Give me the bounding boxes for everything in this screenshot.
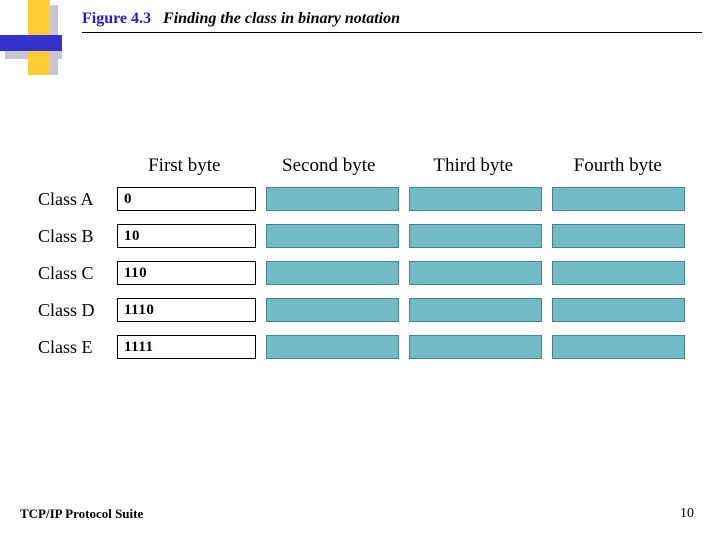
header-spacer [38, 155, 112, 177]
class-table: First byte Second byte Third byte Fourth… [38, 155, 690, 372]
corner-decoration [0, 0, 70, 85]
byte-cell [552, 335, 685, 359]
first-byte-cell: 10 [117, 224, 256, 248]
byte-cell [552, 261, 685, 285]
row-label: Class C [38, 263, 112, 284]
first-byte-cell: 0 [117, 187, 256, 211]
table-row: Class C110 [38, 261, 690, 285]
title-underline [82, 32, 702, 33]
first-byte-cell: 1110 [117, 298, 256, 322]
row-label: Class B [38, 226, 112, 247]
col-header: Fourth byte [546, 155, 691, 177]
byte-cell [266, 261, 399, 285]
blue-horizontal-bar [0, 35, 62, 51]
table-row: Class B10 [38, 224, 690, 248]
byte-cell [266, 187, 399, 211]
col-header: Third byte [401, 155, 546, 177]
byte-cell [266, 335, 399, 359]
byte-cell [266, 224, 399, 248]
byte-cell [409, 187, 542, 211]
column-headers: First byte Second byte Third byte Fourth… [38, 155, 690, 177]
table-row: Class E1111 [38, 335, 690, 359]
figure-label: Figure 4.3 [82, 10, 151, 28]
table-row: Class A0 [38, 187, 690, 211]
byte-cell [409, 335, 542, 359]
title-row: Figure 4.3 Finding the class in binary n… [82, 10, 400, 28]
byte-cell [552, 224, 685, 248]
footer-text: TCP/IP Protocol Suite [20, 506, 143, 522]
row-label: Class D [38, 300, 112, 321]
byte-cell [552, 187, 685, 211]
table-row: Class D1110 [38, 298, 690, 322]
row-label: Class A [38, 189, 112, 210]
col-header: First byte [112, 155, 257, 177]
first-byte-cell: 1111 [117, 335, 256, 359]
col-header: Second byte [257, 155, 402, 177]
row-label: Class E [38, 337, 112, 358]
byte-cell [409, 261, 542, 285]
byte-cell [266, 298, 399, 322]
page-number: 10 [680, 506, 694, 522]
byte-cell [552, 298, 685, 322]
byte-cell [409, 224, 542, 248]
byte-cell [409, 298, 542, 322]
first-byte-cell: 110 [117, 261, 256, 285]
figure-title: Finding the class in binary notation [163, 10, 400, 28]
